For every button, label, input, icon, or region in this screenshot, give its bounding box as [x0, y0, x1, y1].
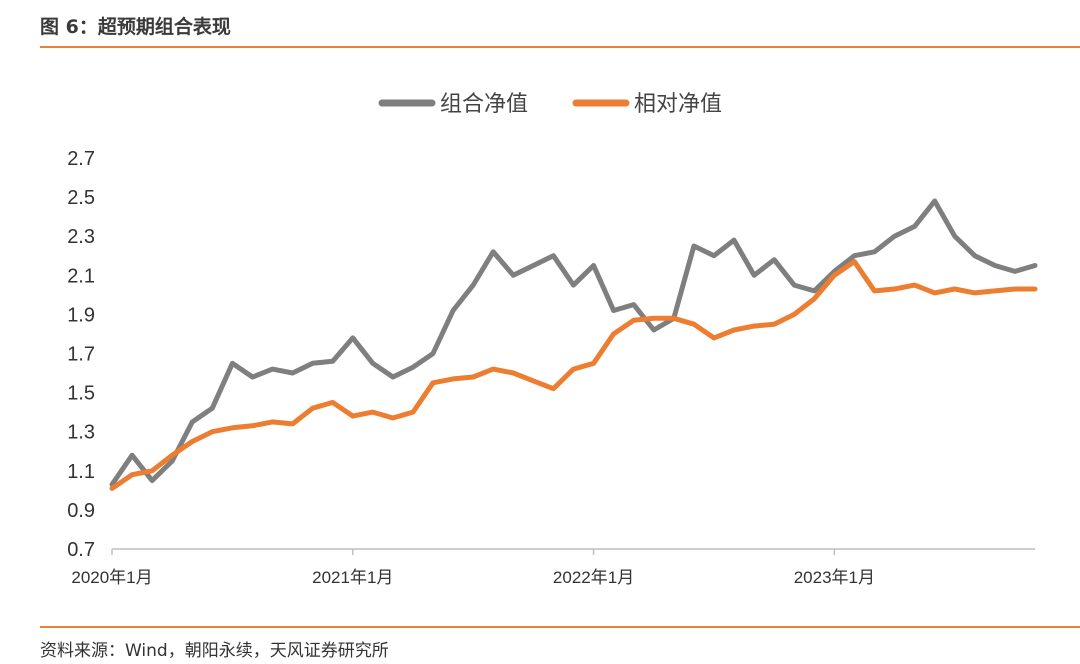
x-tick-label: 2020年1月: [71, 568, 152, 587]
y-tick-label: 1.9: [67, 304, 95, 326]
y-tick-label: 1.1: [67, 461, 95, 483]
series-line-portfolio: [109, 198, 1038, 487]
figure-title: 图 6：超预期组合表现: [40, 16, 231, 38]
y-tick-label: 1.3: [67, 422, 95, 444]
source-note: 资料来源：Wind，朝阳永续，天风证券研究所: [40, 641, 389, 661]
x-tick-label: 2022年1月: [553, 568, 634, 587]
y-tick-label: 2.1: [67, 265, 95, 287]
x-tick-label: 2023年1月: [794, 568, 875, 587]
x-axis: 2020年1月 2021年1月 2022年1月 2023年1月: [71, 548, 1035, 587]
y-axis: 2.7 2.5 2.3 2.1 1.9 1.7 1.5 1.3 1.1 0.9 0.7: [67, 148, 95, 561]
y-tick-label: 2.7: [67, 148, 95, 170]
y-tick-label: 1.7: [67, 344, 95, 366]
legend-label-portfolio: 组合净值: [440, 92, 528, 117]
legend-label-relative: 相对净值: [634, 92, 722, 117]
y-tick-label: 0.9: [67, 500, 95, 522]
plot-area: [109, 198, 1038, 491]
series-line-relative: [109, 259, 1038, 491]
y-tick-label: 0.7: [67, 539, 95, 561]
legend: 组合净值 相对净值: [378, 92, 722, 117]
y-tick-label: 2.5: [67, 187, 95, 209]
x-tick-label: 2021年1月: [312, 568, 393, 587]
line-chart: 组合净值 相对净值 2.7 2.5 2.3 2.1 1.9 1.7 1.5 1.3 1.1 0.9…: [67, 92, 1038, 587]
top-rule: [40, 46, 1080, 48]
y-tick-label: 2.3: [67, 226, 95, 248]
bottom-rule: [40, 626, 1080, 628]
y-tick-label: 1.5: [67, 383, 95, 405]
